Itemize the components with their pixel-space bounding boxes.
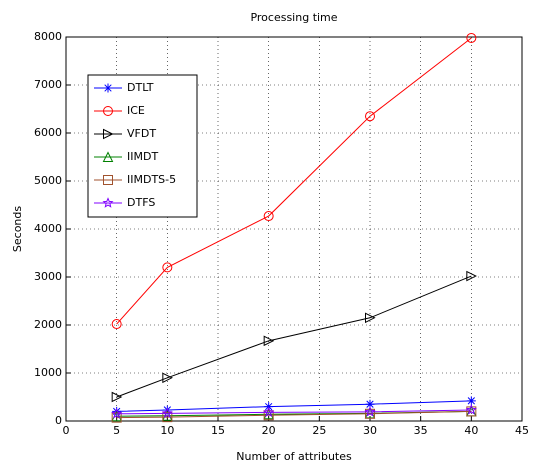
series-line	[116, 37, 472, 325]
marker	[365, 312, 376, 324]
marker	[466, 270, 477, 282]
marker	[365, 111, 375, 122]
marker	[162, 412, 173, 423]
x-tick-label: 25	[312, 424, 326, 437]
marker	[263, 410, 274, 421]
y-tick-label: 8000	[34, 30, 62, 43]
legend-label: IIMDT	[127, 150, 158, 163]
legend: DTLT ICE VFDT IIMDT IIMDTS-5 DTFS	[87, 74, 198, 218]
legend-label: DTLT	[127, 81, 154, 94]
x-tick-label: 15	[211, 424, 225, 437]
y-tick-label: 7000	[34, 78, 62, 91]
x-tick-label: 20	[262, 424, 276, 437]
series	[111, 32, 477, 330]
x-tick-label: 10	[160, 424, 174, 437]
y-tick-label: 5000	[34, 174, 62, 187]
legend-label: IIMDTS-5	[127, 173, 176, 186]
marker	[365, 408, 375, 419]
marker	[263, 406, 275, 418]
series-line	[116, 409, 472, 415]
marker	[111, 412, 122, 423]
series-line	[116, 275, 472, 398]
x-tick-label: 30	[363, 424, 377, 437]
marker	[111, 391, 123, 403]
legend-box	[87, 74, 198, 218]
y-tick-label: 3000	[34, 270, 62, 283]
plot-frame	[65, 36, 523, 422]
x-tick-label: 0	[63, 424, 70, 437]
y-tick-label: 2000	[34, 318, 62, 331]
marker	[263, 211, 274, 222]
marker	[466, 406, 477, 417]
marker	[111, 319, 122, 330]
marker	[161, 407, 173, 419]
marker	[162, 372, 173, 384]
y-tick-label: 6000	[34, 126, 62, 139]
marker	[103, 106, 113, 116]
y-tick-label: 1000	[34, 366, 62, 379]
series	[111, 406, 477, 423]
marker	[263, 335, 275, 347]
series	[111, 404, 477, 419]
marker	[466, 32, 477, 43]
marker	[102, 151, 114, 162]
x-tick-label: 5	[113, 424, 120, 437]
series-line	[116, 410, 472, 419]
marker	[162, 262, 173, 273]
marker	[103, 128, 114, 140]
y-tick-label: 0	[55, 414, 62, 427]
series	[111, 270, 477, 403]
marker	[111, 407, 123, 419]
marker	[103, 83, 113, 93]
marker	[466, 396, 476, 406]
marker	[465, 404, 477, 415]
marker	[103, 175, 113, 185]
marker	[364, 406, 376, 417]
chart-title: Processing time	[250, 11, 337, 24]
x-tick-label: 35	[414, 424, 428, 437]
y-tick-label: 4000	[34, 222, 62, 235]
x-axis-label: Number of attributes	[236, 450, 352, 463]
marker	[365, 399, 375, 409]
y-axis-label: Seconds	[11, 206, 24, 252]
marker	[102, 197, 114, 208]
legend-label: DTFS	[127, 196, 155, 209]
x-tick-label: 45	[515, 424, 529, 437]
legend-label: ICE	[127, 104, 145, 117]
x-tick-label: 40	[464, 424, 478, 437]
legend-label: VFDT	[127, 127, 156, 140]
